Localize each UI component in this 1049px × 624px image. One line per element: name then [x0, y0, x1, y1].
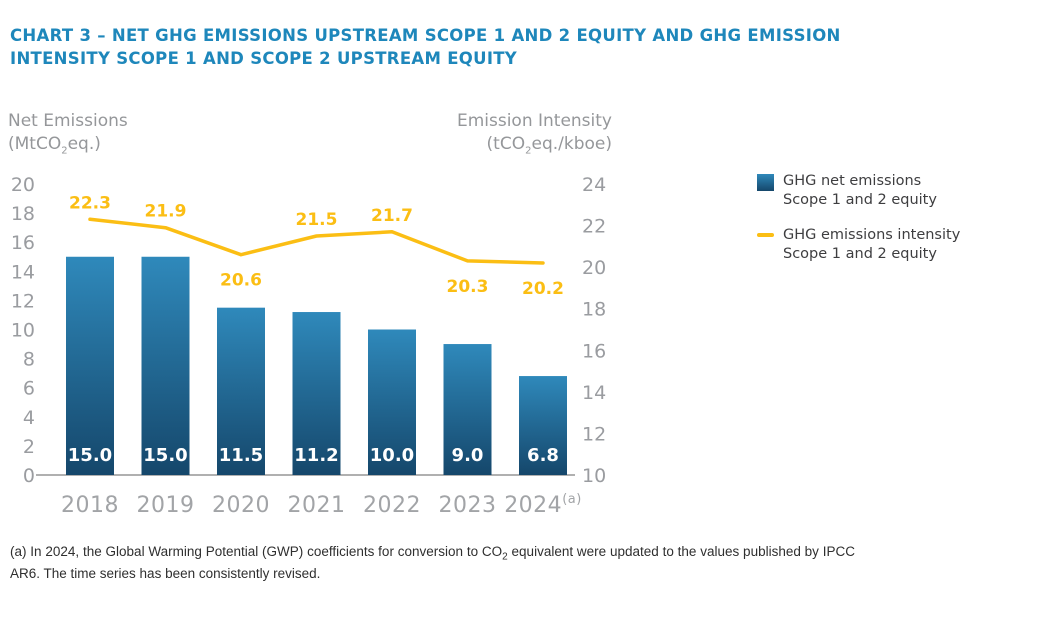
chart-legend: GHG net emissions Scope 1 and 2 equity G…: [757, 172, 960, 264]
right-axis-title-unit: (tCO2eq./kboe): [486, 134, 612, 157]
right-axis-tick-14: 14: [582, 382, 606, 404]
right-axis-tick-18: 18: [582, 299, 606, 321]
bar-2019: [141, 256, 190, 475]
line-value-label-2019: 21.9: [145, 202, 187, 222]
left-axis-tick-16: 16: [11, 232, 35, 254]
left-axis-tick-2: 2: [23, 436, 35, 458]
bar-value-label-2019: 15.0: [143, 445, 187, 466]
bar-value-label-2020: 11.5: [219, 445, 263, 466]
x-axis-label-2022: 2022: [363, 493, 421, 518]
intensity-line: [88, 217, 545, 265]
right-axis-tick-16: 16: [582, 340, 606, 362]
right-axis-title-line1: Emission Intensity: [456, 111, 612, 131]
bar-series-swatch-icon: [757, 174, 774, 191]
legend-item-bars: GHG net emissions Scope 1 and 2 equity: [757, 172, 960, 210]
chart-title: CHART 3 – NET GHG EMISSIONS UPSTREAM SCO…: [10, 26, 841, 68]
left-axis-title: Net Emissions (MtCO2eq.): [8, 110, 128, 156]
right-axis-tick-20: 20: [582, 257, 606, 279]
left-axis-tick-8: 8: [23, 349, 35, 371]
line-value-label-2021: 21.5: [296, 210, 338, 230]
line-value-label-2022: 21.7: [371, 206, 413, 226]
x-axis-label-2020: 2020: [212, 493, 270, 518]
line-value-label-2020: 20.6: [220, 271, 262, 291]
bar-2020: [217, 307, 265, 475]
x-axis-label-2023: 2023: [439, 493, 497, 518]
right-axis-tick-24: 24: [582, 174, 606, 196]
bar-value-label-2018: 15.0: [68, 445, 112, 466]
line-value-label-2023: 20.3: [447, 277, 489, 297]
bar-value-label-2021: 11.2: [294, 445, 338, 466]
right-axis-title: Emission Intensity (tCO2eq./kboe): [420, 110, 612, 156]
legend-item-line: GHG emissions intensity Scope 1 and 2 eq…: [757, 226, 960, 264]
left-axis-tick-12: 12: [11, 290, 35, 312]
bar-2023: [443, 344, 492, 475]
left-axis-tick-4: 4: [23, 407, 35, 429]
left-axis-tick-14: 14: [11, 261, 35, 283]
footnote: (a) In 2024, the Global Warming Potentia…: [10, 544, 855, 581]
left-axis-tick-18: 18: [11, 203, 35, 225]
legend-label-line: GHG emissions intensity Scope 1 and 2 eq…: [783, 227, 961, 262]
legend-label-bars: GHG net emissions Scope 1 and 2 equity: [783, 173, 937, 208]
x-axis-label-2019: 2019: [137, 493, 195, 518]
bar-value-label-2022: 10.0: [370, 445, 414, 466]
line-value-label-2018: 22.3: [69, 193, 111, 213]
x-axis-label-2024: 2024(a): [504, 492, 582, 518]
bar-value-label-2023: 9.0: [452, 445, 484, 466]
bar-value-label-2024: 6.8: [527, 445, 559, 466]
right-axis-tick-22: 22: [582, 216, 606, 238]
left-axis-tick-0: 0: [23, 465, 35, 487]
right-axis-tick-12: 12: [582, 423, 606, 445]
left-axis-tick-6: 6: [23, 378, 35, 400]
x-axis-label-2021: 2021: [288, 493, 346, 518]
left-axis-title-line1: Net Emissions: [8, 111, 128, 131]
left-axis-title-unit: (MtCO2eq.): [8, 134, 101, 157]
left-axis-tick-20: 20: [11, 174, 35, 196]
right-axis-tick-10: 10: [582, 465, 606, 487]
left-axis-tick-10: 10: [11, 320, 35, 342]
bar-2018: [66, 256, 114, 475]
bar-2024: [519, 376, 567, 475]
bar-2022: [368, 329, 416, 475]
x-axis-label-2018: 2018: [61, 493, 119, 518]
line-value-label-2024: 20.2: [522, 279, 564, 299]
line-series-swatch-icon: [757, 233, 774, 237]
bar-2021: [292, 312, 341, 475]
